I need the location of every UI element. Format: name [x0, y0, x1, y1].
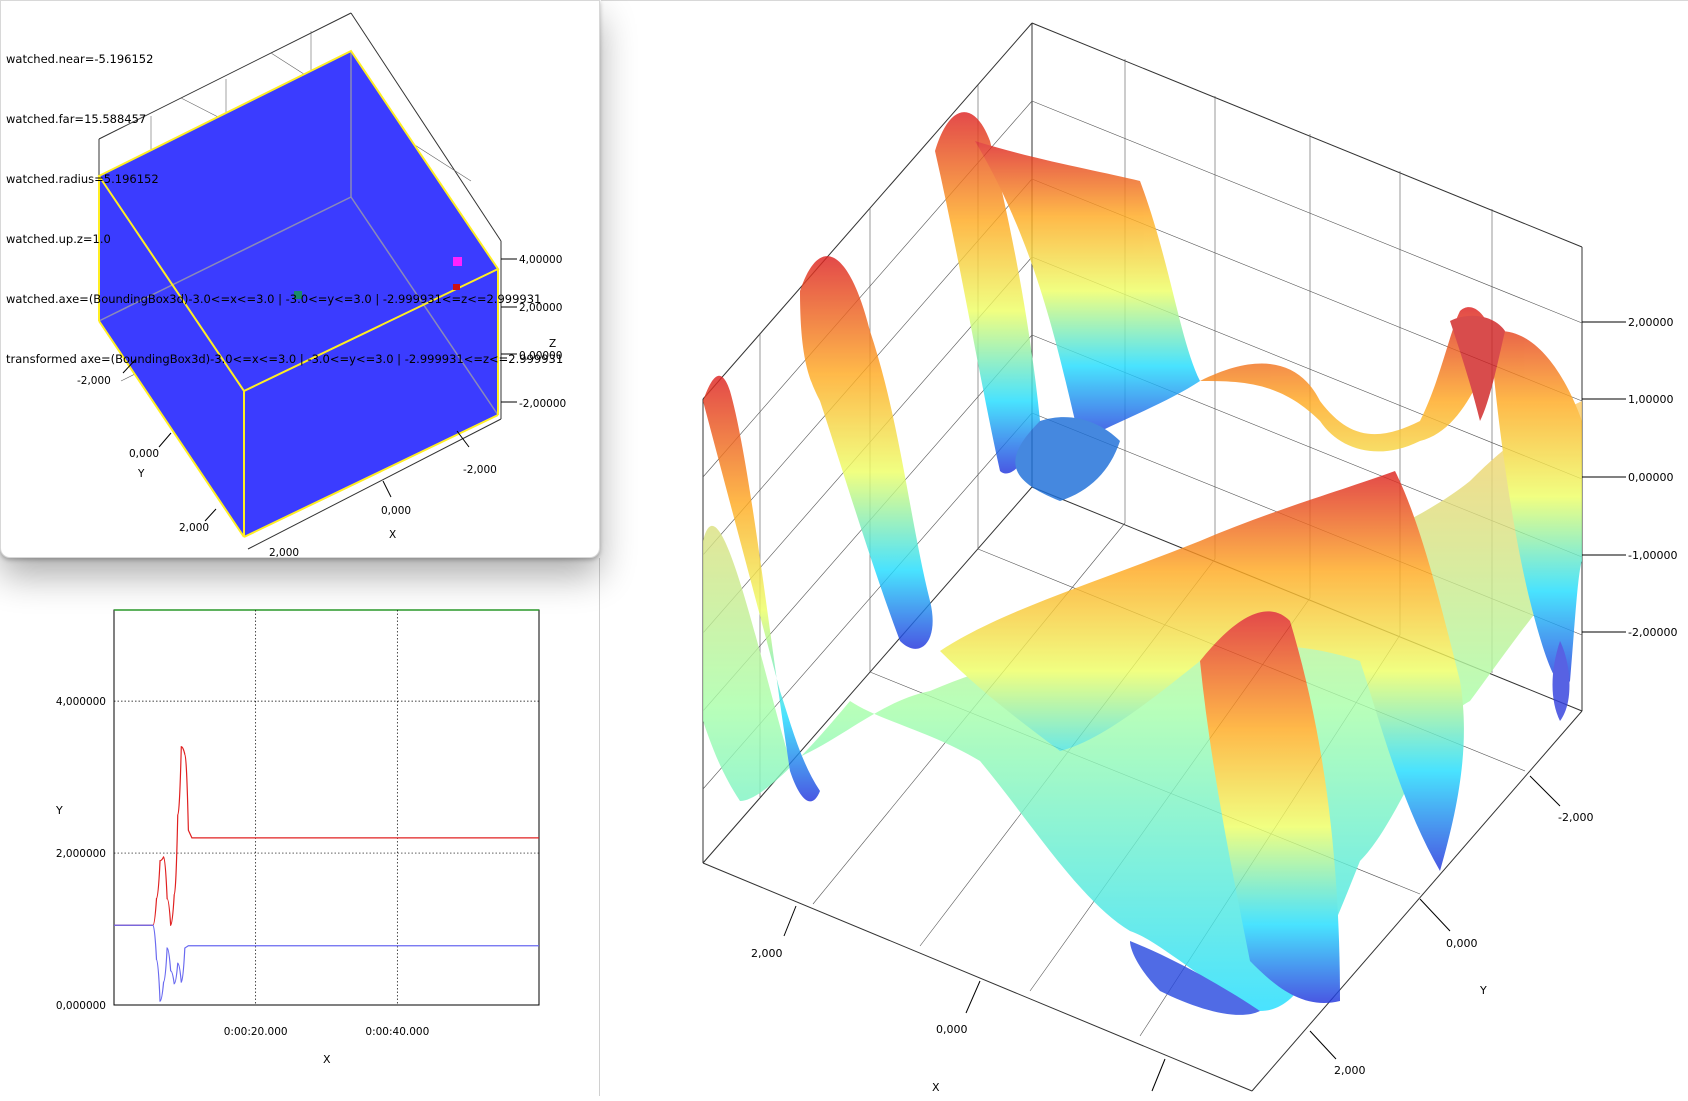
magenta-point [453, 257, 462, 266]
surface-y-tick: 0,000 [1446, 937, 1478, 950]
info-watched-axe: watched.axe=(BoundingBox3d)-3.0<=x<=3.0 … [6, 292, 542, 306]
overview-x-label: X [389, 529, 396, 541]
surface-z-tick: 2,00000 [1628, 316, 1674, 329]
overview-z-tick: -2,00000 [519, 398, 566, 410]
info-near: watched.near=-5.196152 [6, 52, 154, 66]
overview-y-tick: 0,000 [129, 448, 159, 460]
y-tick-label: 0,000000 [56, 1000, 106, 1012]
timeseries-x-ticks: 0:00:20.000 0:00:40.000 [224, 1026, 430, 1038]
info-transformed-axe: transformed axe=(BoundingBox3d)-3.0<=x<=… [6, 352, 564, 366]
surface-3d-panel[interactable]: 2,00000 1,00000 0,00000 -1,00000 -2,0000… [601, 0, 1688, 1096]
series-line-1 [113, 924, 539, 1002]
surface-z-tick: -1,00000 [1628, 549, 1677, 562]
surface-z-tick: 1,00000 [1628, 393, 1674, 406]
x-tick-label: 0:00:40.000 [365, 1026, 429, 1038]
overview-z-tick: 2,00000 [519, 302, 562, 314]
surface-x-tick: 2,000 [751, 947, 783, 960]
timeseries-y-ticks: 0,000000 2,000000 4,000000 [56, 696, 106, 1012]
overview-y-tick: 2,000 [179, 522, 209, 534]
cube-face-left [99, 176, 244, 537]
center-point [294, 291, 302, 299]
overview-y-label: Y [137, 468, 145, 480]
surface-y-tick: -2,000 [1558, 811, 1593, 824]
overview-3d-canvas[interactable]: 4,00000 2,00000 Z 0,00000 -2,00000 -2,00… [1, 1, 600, 558]
y-tick-label: 4,000000 [56, 696, 106, 708]
timeseries-panel[interactable]: 0,000000 2,000000 4,000000 0:00:20.000 0:00… [0, 558, 600, 1096]
surface-z-ticks: 2,00000 1,00000 0,00000 -1,00000 -2,0000… [1582, 316, 1677, 639]
cube-face-top [99, 51, 498, 391]
surface-3d-canvas[interactable]: 2,00000 1,00000 0,00000 -1,00000 -2,0000… [601, 1, 1688, 1097]
plot-area [113, 609, 540, 1006]
info-radius: watched.radius=5.196152 [6, 172, 159, 186]
timeseries-grid [114, 610, 539, 1005]
overview-y-tick: -2,000 [77, 375, 111, 387]
surface-y-ticks: -2,000 0,000 Y 2,000 [1309, 775, 1593, 1077]
overview-z-label: Z [549, 338, 556, 350]
info-up-z: watched.up.z=1.0 [6, 232, 111, 246]
red-point [453, 284, 460, 290]
watched-info-text: watched.near=-5.196152 watched.far=15.58… [6, 9, 563, 409]
overview-x-tick: -2,000 [463, 464, 497, 476]
surface-z-tick: 0,00000 [1628, 471, 1674, 484]
overview-z-tick: 0,00000 [519, 350, 562, 362]
overview-z-tick: 4,00000 [519, 254, 562, 266]
surface-x-tick: 0,000 [936, 1023, 968, 1036]
overview-z-ticks: 4,00000 2,00000 Z 0,00000 -2,00000 [501, 254, 566, 410]
surface-x-label: X [932, 1081, 940, 1094]
x-tick-label: 0:00:20.000 [224, 1026, 288, 1038]
info-far: watched.far=15.588457 [6, 112, 147, 126]
cube-face-right [244, 269, 498, 537]
cube-edges [97, 49, 500, 538]
surface-y-label: Y [1479, 984, 1487, 997]
timeseries-x-label: X [323, 1053, 331, 1066]
timeseries-series [113, 746, 539, 1002]
overview-y-ticks: -2,000 0,000 Y 2,000 [77, 358, 217, 534]
surface-z-tick: -2,00000 [1628, 626, 1677, 639]
surface-mesh [703, 112, 1582, 1015]
cube-hidden-edges [98, 51, 499, 416]
surface-y-tick: 2,000 [1334, 1064, 1366, 1077]
surface-x-ticks: 2,000 0,000 X [751, 905, 1166, 1094]
y-tick-label: 2,000000 [56, 848, 106, 860]
series-line-0 [113, 746, 539, 926]
overview-x-ticks: -2,000 0,000 X 2,000 [269, 430, 497, 558]
overview-x-tick: 0,000 [381, 505, 411, 517]
overview-3d-panel[interactable]: watched.near=-5.196152 watched.far=15.58… [0, 0, 600, 558]
timeseries-y-label: Y [55, 804, 63, 817]
overview-x-tick: 2,000 [269, 547, 299, 558]
